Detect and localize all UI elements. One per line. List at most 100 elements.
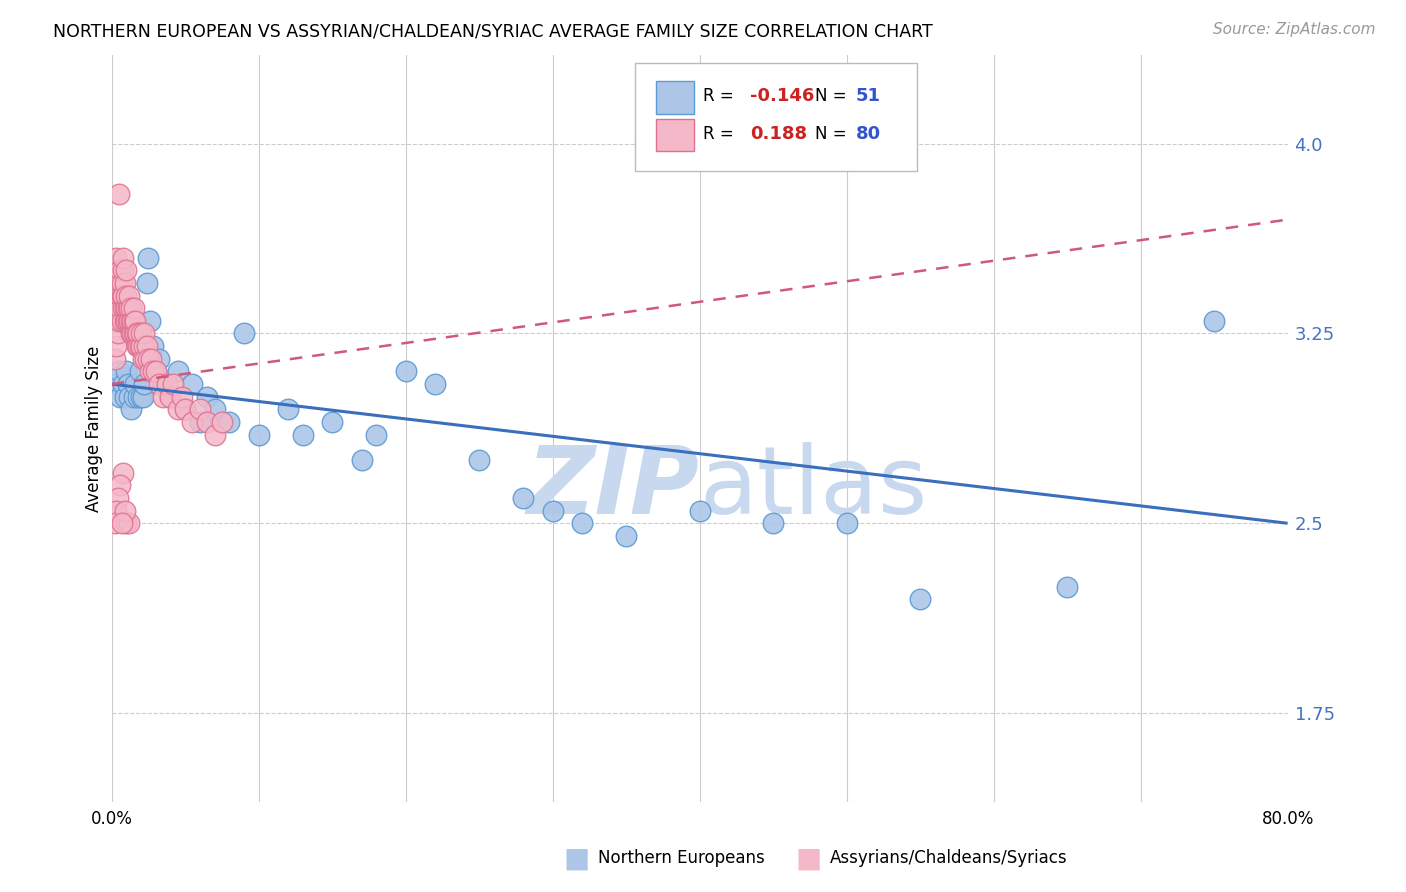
- Point: [124, 314, 146, 328]
- Text: 0.188: 0.188: [751, 125, 807, 143]
- Point: [112, 251, 135, 265]
- Point: [232, 326, 254, 341]
- Point: [122, 314, 145, 328]
- Point: [117, 377, 139, 392]
- Point: [115, 301, 138, 315]
- Point: [107, 491, 129, 505]
- Text: NORTHERN EUROPEAN VS ASSYRIAN/CHALDEAN/SYRIAC AVERAGE FAMILY SIZE CORRELATION CH: NORTHERN EUROPEAN VS ASSYRIAN/CHALDEAN/S…: [53, 22, 934, 40]
- Text: -0.146: -0.146: [751, 87, 814, 105]
- Point: [188, 402, 211, 417]
- Point: [142, 339, 165, 353]
- Point: [138, 251, 160, 265]
- Point: [112, 377, 135, 392]
- Point: [132, 326, 155, 341]
- Point: [394, 364, 416, 378]
- Point: [162, 377, 184, 392]
- Text: N =: N =: [815, 87, 846, 105]
- Point: [128, 339, 150, 353]
- Point: [114, 301, 136, 315]
- Point: [120, 326, 142, 341]
- Point: [107, 326, 129, 341]
- Point: [108, 276, 131, 290]
- Point: [132, 377, 155, 392]
- Text: atlas: atlas: [700, 442, 928, 534]
- Point: [111, 516, 134, 531]
- Point: [195, 415, 218, 429]
- Point: [120, 402, 142, 417]
- Point: [121, 314, 143, 328]
- Point: [125, 339, 148, 353]
- Text: ZIP: ZIP: [527, 442, 700, 534]
- Point: [139, 364, 162, 378]
- Point: [129, 390, 152, 404]
- Point: [166, 402, 188, 417]
- Point: [105, 339, 128, 353]
- Point: [115, 516, 138, 531]
- Point: [1056, 580, 1078, 594]
- Point: [112, 288, 135, 302]
- FancyBboxPatch shape: [657, 119, 693, 152]
- Point: [159, 390, 181, 404]
- Point: [125, 326, 148, 341]
- Point: [131, 351, 153, 366]
- Point: [1202, 314, 1225, 328]
- Point: [277, 402, 299, 417]
- Point: [115, 288, 138, 302]
- Point: [103, 516, 125, 531]
- Point: [131, 390, 153, 404]
- Point: [423, 377, 446, 392]
- Point: [211, 415, 233, 429]
- Point: [145, 364, 167, 378]
- Point: [127, 326, 149, 341]
- Point: [112, 263, 135, 277]
- Point: [111, 314, 134, 328]
- Point: [138, 351, 160, 366]
- Point: [114, 314, 136, 328]
- Point: [908, 592, 931, 607]
- Point: [166, 364, 188, 378]
- Point: [117, 314, 139, 328]
- Point: [117, 301, 139, 315]
- Point: [129, 326, 152, 341]
- Point: [174, 402, 197, 417]
- Point: [107, 288, 129, 302]
- Point: [135, 276, 157, 290]
- Point: [115, 263, 138, 277]
- Point: [110, 263, 132, 277]
- Point: [321, 415, 343, 429]
- Point: [111, 288, 134, 302]
- Text: R =: R =: [703, 125, 734, 143]
- Point: [512, 491, 534, 505]
- Point: [115, 364, 138, 378]
- Point: [541, 503, 564, 517]
- Point: [689, 503, 711, 517]
- Point: [762, 516, 785, 531]
- Point: [127, 390, 149, 404]
- Point: [835, 516, 858, 531]
- Text: N =: N =: [815, 125, 846, 143]
- Point: [122, 301, 145, 315]
- Point: [204, 402, 226, 417]
- Text: Northern Europeans: Northern Europeans: [598, 849, 765, 867]
- Point: [110, 478, 132, 492]
- Point: [105, 377, 128, 392]
- Point: [114, 503, 136, 517]
- Point: [105, 251, 128, 265]
- Text: Assyrians/Chaldeans/Syriacs: Assyrians/Chaldeans/Syriacs: [830, 849, 1067, 867]
- Point: [156, 377, 179, 392]
- Point: [108, 364, 131, 378]
- Text: R =: R =: [703, 87, 734, 105]
- Point: [135, 339, 157, 353]
- Point: [114, 390, 136, 404]
- Point: [103, 351, 125, 366]
- Point: [134, 351, 156, 366]
- Point: [152, 390, 174, 404]
- Point: [614, 529, 637, 543]
- Point: [118, 314, 141, 328]
- Point: [181, 415, 204, 429]
- Point: [172, 390, 194, 404]
- Point: [112, 301, 135, 315]
- Y-axis label: Average Family Size: Average Family Size: [86, 345, 103, 511]
- Point: [218, 415, 240, 429]
- Point: [121, 326, 143, 341]
